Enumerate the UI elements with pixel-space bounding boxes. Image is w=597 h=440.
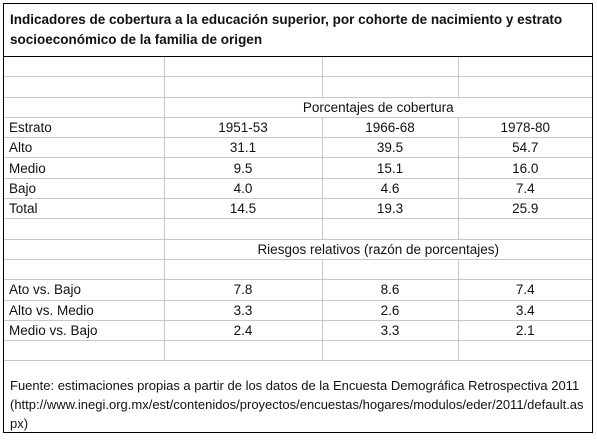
cell [322,57,459,78]
table-title: Indicadores de cobertura a la educación … [10,12,563,47]
coverage-row: Alto 31.1 39.5 54.7 [4,137,592,159]
row-label: Medio [4,157,165,179]
cell [4,259,165,281]
source-note: Fuente: estimaciones propias a partir de… [10,376,588,433]
value-cell: 16.0 [458,157,592,179]
cell [164,340,323,362]
risks-section-row: Riesgos relativos (razón de porcentajes) [4,239,592,260]
empty-row [4,340,592,362]
cell [4,340,165,362]
coverage-section-row: Porcentajes de cobertura [4,97,592,118]
risk-row: Ato vs. Bajo 7.8 8.6 7.4 [4,279,592,301]
cell [458,57,592,78]
coverage-row: Medio 9.5 15.1 16.0 [4,157,592,179]
cell [164,76,323,98]
value-cell: 4.0 [164,178,323,200]
risks-section-label: Riesgos relativos (razón de porcentajes) [164,239,592,260]
indicator-grid: Porcentajes de cobertura Estrato 1951-53… [4,57,592,362]
value-cell: 3.4 [458,300,592,321]
cell [4,57,165,78]
cohort-header: 1951-53 [164,117,323,139]
data-table-sheet: Indicadores de cobertura a la educación … [3,3,593,433]
coverage-row: Bajo 4.0 4.6 7.4 [4,178,592,200]
cohort-header: 1966-68 [322,117,459,139]
row-label: Alto vs. Medio [4,300,165,321]
value-cell: 19.3 [322,198,459,220]
cohort-header: 1978-80 [458,117,592,139]
risk-row: Medio vs. Bajo 2.4 3.3 2.1 [4,320,592,342]
row-label: Ato vs. Bajo [4,279,165,301]
value-cell: 15.1 [322,157,459,179]
value-cell: 7.4 [458,178,592,200]
value-cell: 7.4 [458,279,592,301]
stratum-header: Estrato [4,117,165,139]
cell [322,218,459,240]
empty-row [4,57,592,78]
header-row: Estrato 1951-53 1966-68 1978-80 [4,117,592,139]
cell [4,97,165,118]
value-cell: 25.9 [458,198,592,220]
value-cell: 2.1 [458,320,592,342]
cell [4,239,165,260]
cell [164,57,323,78]
cell [164,259,323,281]
value-cell: 8.6 [322,279,459,301]
value-cell: 39.5 [322,137,459,159]
source-url: (http://www.inegi.org.mx/est/contenidos/… [10,397,584,431]
cell [458,218,592,240]
coverage-section-label: Porcentajes de cobertura [164,97,592,118]
source-text: Fuente: estimaciones propias a partir de… [10,378,580,393]
cell [164,218,323,240]
cell [458,76,592,98]
value-cell: 54.7 [458,137,592,159]
row-label: Medio vs. Bajo [4,320,165,342]
value-cell: 3.3 [322,320,459,342]
cell [4,218,165,240]
value-cell: 2.4 [164,320,323,342]
empty-row [4,259,592,281]
coverage-total-row: Total 14.5 19.3 25.9 [4,198,592,220]
cell [322,259,459,281]
value-cell: 31.1 [164,137,323,159]
empty-row [4,76,592,98]
value-cell: 14.5 [164,198,323,220]
cell [4,76,165,98]
value-cell: 7.8 [164,279,323,301]
value-cell: 9.5 [164,157,323,179]
empty-row [4,218,592,240]
title-divider [4,56,592,57]
row-label: Total [4,198,165,220]
value-cell: 3.3 [164,300,323,321]
cell [322,76,459,98]
risk-row: Alto vs. Medio 3.3 2.6 3.4 [4,300,592,321]
row-label: Alto [4,137,165,159]
cell [458,340,592,362]
cell [322,340,459,362]
value-cell: 4.6 [322,178,459,200]
value-cell: 2.6 [322,300,459,321]
cell [458,259,592,281]
row-label: Bajo [4,178,165,200]
